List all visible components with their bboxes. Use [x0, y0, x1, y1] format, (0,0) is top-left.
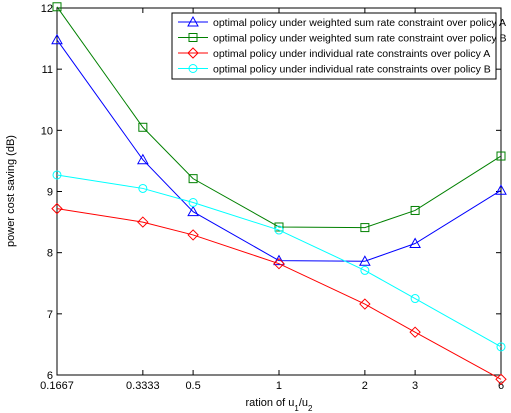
square-marker	[360, 223, 370, 233]
triangle-marker	[359, 255, 371, 266]
x-axis-label-sub1: 1	[294, 404, 299, 413]
x-axis-ticks: 0.1667 0.3333 0.5 1 2 3 6	[40, 8, 504, 392]
y-tick-label: 7	[47, 309, 53, 321]
series-3	[51, 202, 507, 385]
x-tick-label: 0.1667	[40, 380, 74, 392]
legend-item: optimal policy under weighted sum rate c…	[178, 15, 506, 29]
y-tick-label: 12	[41, 3, 53, 15]
x-tick-label: 6	[498, 380, 504, 392]
series-line	[56, 174, 502, 348]
triangle-marker	[187, 205, 199, 217]
x-axis-label-prefix: ration of u	[245, 397, 294, 409]
series-4	[52, 170, 506, 352]
legend-label: optimal policy under individual rate con…	[213, 48, 490, 60]
diamond-marker	[409, 326, 421, 338]
legend-item: optimal policy under individual rate con…	[178, 64, 491, 76]
y-tick-label: 10	[41, 125, 53, 137]
series-1	[51, 33, 507, 266]
circle-marker	[496, 342, 506, 352]
square-marker	[274, 222, 284, 232]
y-tick-label: 8	[47, 248, 53, 260]
y-tick-label: 11	[42, 64, 53, 76]
series-line	[56, 39, 502, 262]
circle-marker	[188, 198, 198, 208]
square-marker	[138, 122, 148, 132]
diamond-marker	[273, 257, 285, 270]
legend-label: optimal policy under weighted sum rate c…	[213, 33, 507, 45]
circle-marker	[274, 225, 284, 235]
series-layer	[51, 2, 507, 385]
x-tick-label: 0.3333	[126, 380, 160, 392]
series-2	[52, 2, 506, 233]
legend: optimal policy under weighted sum rate c…	[171, 12, 507, 80]
square-marker	[188, 33, 198, 42]
triangle-marker	[136, 153, 149, 165]
legend-label: optimal policy under individual rate con…	[213, 64, 491, 76]
circle-marker	[188, 64, 198, 73]
x-axis-label-sub2: 2	[308, 404, 313, 413]
legend-item: optimal policy under weighted sum rate c…	[178, 33, 507, 45]
triangle-marker	[187, 15, 199, 27]
diamond-marker	[187, 229, 199, 241]
y-axis-ticks: 6 7 8 9 10 11 12	[41, 3, 501, 382]
x-axis-label: ration of u1/u2	[245, 397, 313, 413]
triangle-marker	[51, 33, 63, 45]
x-tick-label: 0.5	[185, 380, 200, 392]
diamond-marker	[51, 202, 63, 215]
y-axis-label: power cost saving (dB)	[5, 135, 17, 247]
legend-box	[171, 12, 497, 80]
square-marker	[188, 174, 198, 184]
diamond-marker	[187, 47, 199, 59]
x-tick-label: 1	[276, 380, 282, 392]
circle-marker	[410, 294, 420, 304]
x-axis-label-mid: /u	[299, 397, 308, 409]
series-line	[56, 208, 502, 380]
square-marker	[410, 205, 420, 215]
triangle-marker	[495, 184, 507, 195]
triangle-marker	[409, 237, 421, 248]
x-tick-label: 2	[362, 380, 368, 392]
diamond-marker	[137, 216, 149, 228]
diamond-marker	[495, 373, 507, 385]
circle-marker	[360, 265, 370, 275]
diamond-marker	[359, 298, 371, 310]
square-marker	[52, 2, 62, 12]
legend-label: optimal policy under weighted sum rate c…	[213, 17, 506, 29]
triangle-marker	[273, 254, 285, 266]
circle-marker	[138, 183, 148, 193]
legend-item: optimal policy under individual rate con…	[178, 47, 490, 60]
series-line	[56, 6, 502, 229]
y-tick-label: 9	[47, 187, 53, 199]
circle-marker	[52, 170, 62, 180]
square-marker	[496, 151, 506, 161]
x-tick-label: 3	[412, 380, 418, 392]
y-tick-label: 6	[47, 370, 53, 382]
